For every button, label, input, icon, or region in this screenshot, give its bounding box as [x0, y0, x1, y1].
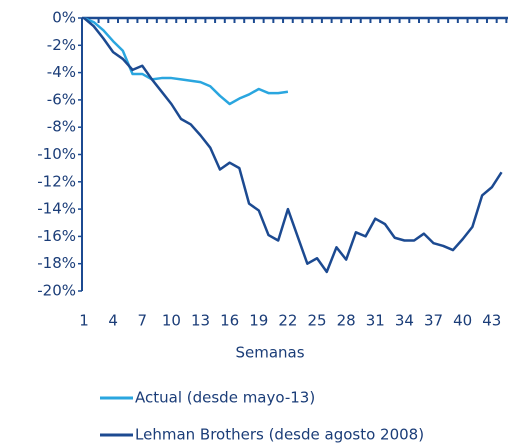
x-tick-label: 31 [366, 312, 385, 330]
x-axis-label: Semanas [235, 344, 304, 362]
y-tick-label: -18% [37, 254, 76, 272]
y-tick-label: -12% [37, 172, 76, 190]
line-series [83, 17, 503, 274]
y-tick-label: -14% [37, 200, 76, 218]
x-tick-label: 16 [220, 312, 239, 330]
x-tick-label: 22 [278, 312, 297, 330]
x-tick-label: 37 [424, 312, 443, 330]
y-tick-label: -16% [37, 227, 76, 245]
x-tick-label: 34 [395, 312, 414, 330]
line-series [83, 16, 289, 106]
y-tick-label: 0% [52, 9, 76, 27]
y-tick-label: -4% [47, 63, 76, 81]
x-tick-label: 7 [137, 312, 147, 330]
x-tick-label: 10 [162, 312, 181, 330]
x-tick-label: 1 [79, 312, 89, 330]
x-tick-label: 4 [108, 312, 118, 330]
y-tick-label: -20% [37, 282, 76, 300]
legend-label: Actual (desde mayo-13) [135, 389, 315, 407]
y-tick-label: -2% [47, 36, 76, 54]
legend-label: Lehman Brothers (desde agosto 2008) [135, 426, 424, 443]
x-tick-label: 43 [482, 312, 501, 330]
x-tick-label: 25 [307, 312, 326, 330]
y-tick-label: -8% [47, 118, 76, 136]
y-tick-label: -10% [37, 145, 76, 163]
x-tick-label: 13 [191, 312, 210, 330]
y-tick-label: -6% [47, 90, 76, 108]
x-tick-label: 19 [249, 312, 268, 330]
x-tick-label: 40 [453, 312, 472, 330]
x-tick-label: 28 [337, 312, 356, 330]
